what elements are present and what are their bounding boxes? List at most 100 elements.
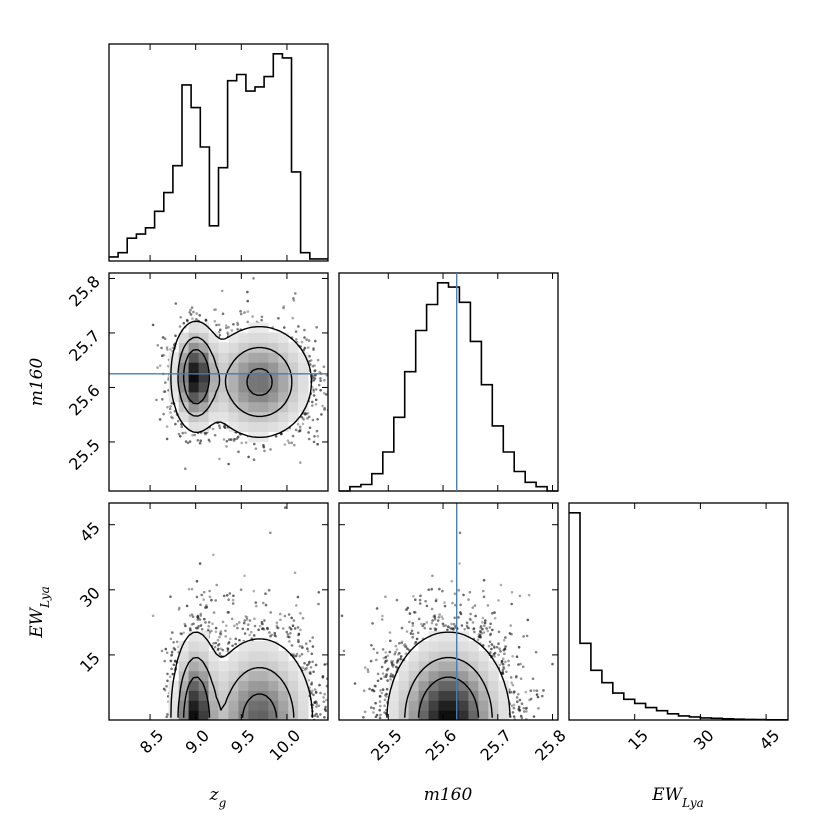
density-cell xyxy=(258,362,269,373)
density-cell xyxy=(178,660,190,672)
sample-point xyxy=(169,595,172,598)
sample-point xyxy=(434,627,438,631)
sample-point xyxy=(435,598,438,601)
sample-point xyxy=(254,447,258,451)
sample-point xyxy=(291,624,295,627)
density-cell xyxy=(268,670,279,682)
sample-point xyxy=(307,431,310,434)
sample-point xyxy=(444,624,448,627)
density-cell xyxy=(438,680,449,691)
sample-point xyxy=(303,328,306,332)
sample-point xyxy=(188,627,192,630)
density-cell xyxy=(228,660,239,672)
sample-point xyxy=(166,405,169,409)
density-cell xyxy=(408,660,420,672)
density-cell xyxy=(208,332,219,343)
y-tick-label-m160: 25.6 xyxy=(65,381,104,420)
sample-point xyxy=(214,308,217,311)
sample-point xyxy=(502,638,506,642)
density-cell xyxy=(278,352,289,363)
sample-point xyxy=(517,645,521,649)
sample-point xyxy=(198,441,202,445)
density-cell xyxy=(468,680,479,691)
sample-point xyxy=(310,652,314,656)
density-cell xyxy=(248,352,259,363)
sample-point xyxy=(252,458,256,462)
density-cell xyxy=(218,660,229,672)
sample-point xyxy=(236,321,239,325)
sample-point xyxy=(473,630,476,634)
sample-point xyxy=(182,321,186,325)
density-cell xyxy=(248,372,259,383)
density-cell xyxy=(268,352,279,363)
density-cell xyxy=(248,401,259,413)
sample-point xyxy=(517,692,520,696)
sample-point xyxy=(164,647,168,651)
density-cell xyxy=(268,391,279,403)
sample-point xyxy=(225,326,228,330)
sample-point xyxy=(524,690,528,694)
density-cell xyxy=(478,670,489,682)
sample-point xyxy=(184,624,187,628)
sample-point xyxy=(206,628,210,631)
density-cell xyxy=(458,651,469,662)
sample-point xyxy=(199,614,203,617)
sample-point xyxy=(409,632,413,635)
sample-point xyxy=(288,640,291,643)
density-cell xyxy=(188,391,200,403)
density-cell xyxy=(388,680,400,691)
density-cell xyxy=(258,651,269,662)
sample-point xyxy=(165,425,169,428)
sample-point xyxy=(309,672,312,675)
sample-point xyxy=(221,312,225,316)
histogram-zg xyxy=(108,43,329,262)
sample-point xyxy=(492,652,496,656)
sample-point xyxy=(395,648,399,651)
sample-point xyxy=(283,614,287,618)
sample-point xyxy=(268,631,271,634)
density-cell xyxy=(488,660,499,672)
sample-point xyxy=(241,627,245,631)
sample-point xyxy=(392,663,396,667)
density-cell xyxy=(278,700,289,711)
sample-point xyxy=(366,670,370,674)
sample-point xyxy=(489,632,493,636)
density-cell xyxy=(258,411,269,423)
sample-point xyxy=(473,604,477,607)
sample-point xyxy=(297,632,301,636)
sample-point xyxy=(282,305,286,308)
sample-point xyxy=(432,615,436,618)
density-cell xyxy=(198,670,210,682)
sample-point xyxy=(323,663,327,666)
density-cell xyxy=(198,382,210,393)
sample-point xyxy=(430,621,434,625)
sample-point xyxy=(404,645,408,648)
density-cell xyxy=(188,651,200,662)
density-cell xyxy=(268,382,279,393)
sample-point xyxy=(319,713,322,716)
sample-point xyxy=(277,317,280,320)
sample-point xyxy=(385,695,388,698)
sample-point xyxy=(188,311,191,314)
sample-point xyxy=(291,316,295,320)
sample-point xyxy=(262,601,265,605)
sample-point xyxy=(443,601,446,604)
density-cell xyxy=(238,332,249,343)
sample-point xyxy=(489,651,492,654)
sample-point xyxy=(212,611,216,614)
density-cell xyxy=(208,710,219,720)
sample-point xyxy=(302,348,306,352)
sample-point xyxy=(408,612,412,615)
sample-point xyxy=(174,422,177,426)
density-cell xyxy=(278,421,289,432)
sample-point xyxy=(295,604,298,607)
density-cell xyxy=(408,651,420,662)
sample-point xyxy=(187,587,191,591)
sample-point xyxy=(243,311,246,314)
sample-point xyxy=(314,388,318,391)
density-cell xyxy=(498,700,509,711)
sample-point xyxy=(400,641,404,645)
sample-point xyxy=(162,412,165,416)
sample-point xyxy=(312,379,316,382)
contour-level-3 xyxy=(183,676,278,718)
